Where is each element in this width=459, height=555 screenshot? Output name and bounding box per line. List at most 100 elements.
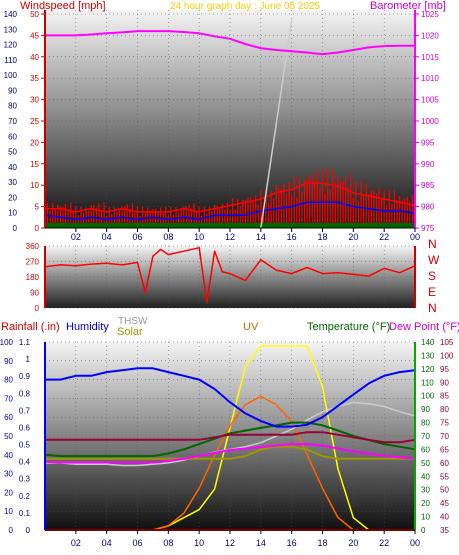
humidity-tick-label: 50 <box>4 432 13 441</box>
weather-x-tick-label: 12 <box>225 538 235 548</box>
secondary-tick-label: 80 <box>8 102 17 111</box>
baro-tick-label: 1005 <box>421 96 439 105</box>
dewpoint-tick-label: 85 <box>440 392 449 401</box>
secondary-tick-label: 40 <box>8 163 17 172</box>
weather-x-tick-label: 14 <box>256 538 266 548</box>
dir-tick-label: 180 <box>26 273 40 282</box>
wind-direction-line <box>44 246 416 304</box>
compass-s: S <box>428 269 436 283</box>
dewpoint-tick-label: 35 <box>440 526 449 535</box>
rainfall-axis-label: Rainfall (.in) <box>1 321 60 333</box>
uv-axis-label: UV <box>243 321 259 333</box>
dir-tick-label: 0 <box>35 304 40 313</box>
wind-x-tick-label: 10 <box>194 232 204 242</box>
humidity-tick-label: 30 <box>4 470 13 479</box>
rain-tick-label: 0.3 <box>19 475 31 484</box>
baro-tick-label: 1025 <box>421 10 439 19</box>
mph-tick-label: 25 <box>30 117 39 126</box>
humidity-tick-label: 20 <box>4 488 13 497</box>
dewpoint-axis-label: Dew Point (°F) <box>389 321 459 333</box>
temp-tick-label: 30 <box>421 486 430 495</box>
secondary-tick-label: 20 <box>8 193 17 202</box>
rain-tick-label: 0.7 <box>19 406 31 415</box>
weather-x-tick-label: 08 <box>163 538 173 548</box>
humidity-tick-label: 10 <box>4 507 13 516</box>
weather-x-tick-label: 06 <box>132 538 142 548</box>
rain-tick-label: 0.6 <box>19 423 31 432</box>
mph-tick-label: 0 <box>35 224 40 233</box>
windspeed-line <box>44 201 416 221</box>
weather-x-tick-label: 18 <box>317 538 327 548</box>
baro-tick-label: 1020 <box>421 31 439 40</box>
baro-tick-label: 1000 <box>421 117 439 126</box>
rain-tick-label: 0.8 <box>19 389 31 398</box>
baro-tick-label: 990 <box>421 160 435 169</box>
wind-x-tick-label: 12 <box>225 232 235 242</box>
secondary-tick-label: 110 <box>4 56 17 65</box>
rain-tick-label: 0.5 <box>19 441 31 450</box>
base-band-green <box>45 222 415 228</box>
compass-n-top: N <box>428 237 437 251</box>
magenta-line <box>44 443 416 464</box>
solar-axis-label: Solar <box>117 326 143 338</box>
rain-tick-label: 1.1 <box>19 338 31 347</box>
barometer-axis-label: Barometer [mb] <box>370 0 446 12</box>
compass-n-bottom: N <box>428 301 437 315</box>
humidity-tick-label: 90 <box>4 357 13 366</box>
weather-x-tick-label: 02 <box>71 538 81 548</box>
secondary-tick-label: 120 <box>4 41 18 50</box>
dewpoint-tick-label: 55 <box>440 472 449 481</box>
secondary-tick-label: 0 <box>13 224 18 233</box>
weather-x-tick-label: 16 <box>287 538 297 548</box>
wind-x-tick-label: 22 <box>379 232 389 242</box>
baro-tick-label: 985 <box>421 181 435 190</box>
temp-tick-label: 130 <box>421 351 435 360</box>
gust-line <box>45 182 416 213</box>
mph-tick-label: 40 <box>30 53 39 62</box>
thsw-trace <box>260 19 293 229</box>
mph-tick-label: 10 <box>30 181 39 190</box>
secondary-tick-label: 60 <box>8 132 17 141</box>
solar-line <box>45 445 415 460</box>
secondary-tick-label: 70 <box>8 117 17 126</box>
humidity-tick-label: 60 <box>4 413 13 422</box>
dewpoint-tick-label: 45 <box>440 499 449 508</box>
temp-tick-label: 20 <box>421 499 430 508</box>
weather-x-tick-label: 00 <box>410 538 420 548</box>
dewpoint-tick-label: 95 <box>440 365 449 374</box>
wind-x-tick-label: 08 <box>163 232 173 242</box>
wind-x-tick-label: 06 <box>132 232 142 242</box>
wind-x-tick-label: 14 <box>256 232 266 242</box>
temp-tick-label: 140 <box>421 338 435 347</box>
temp-tick-label: 40 <box>421 472 430 481</box>
humidity-tick-label: 100 <box>0 338 14 347</box>
temp-tick-label: 60 <box>421 445 430 454</box>
dewpoint-tick-label: 80 <box>440 405 449 414</box>
baro-tick-label: 980 <box>421 203 435 212</box>
baro-tick-label: 1010 <box>421 74 439 83</box>
rain-tick-label: 0 <box>26 526 31 535</box>
temp-tick-label: 120 <box>421 365 435 374</box>
weather-x-tick-label: 04 <box>102 538 112 548</box>
temp-tick-label: 100 <box>421 392 435 401</box>
secondary-tick-label: 130 <box>4 25 18 34</box>
baro-tick-label: 975 <box>421 224 435 233</box>
weather-x-tick-label: 20 <box>348 538 358 548</box>
dewpoint-tick-label: 75 <box>440 419 449 428</box>
temp-tick-label: 110 <box>421 378 434 387</box>
dir-tick-label: 90 <box>30 289 39 298</box>
secondary-tick-label: 90 <box>8 86 17 95</box>
dewpoint-tick-label: 40 <box>440 513 449 522</box>
secondary-tick-label: 30 <box>8 178 17 187</box>
thsw-axis-label: THSW <box>118 316 148 327</box>
mph-tick-label: 5 <box>35 203 40 212</box>
mph-tick-label: 30 <box>30 96 39 105</box>
baro-tick-label: 995 <box>421 138 435 147</box>
compass-e: E <box>428 285 436 299</box>
secondary-tick-label: 50 <box>8 148 17 157</box>
wind-direction-gridlines <box>45 245 416 309</box>
baro-tick-label: 1015 <box>421 53 439 62</box>
dewpoint-tick-label: 70 <box>440 432 449 441</box>
dir-tick-label: 270 <box>26 258 40 267</box>
